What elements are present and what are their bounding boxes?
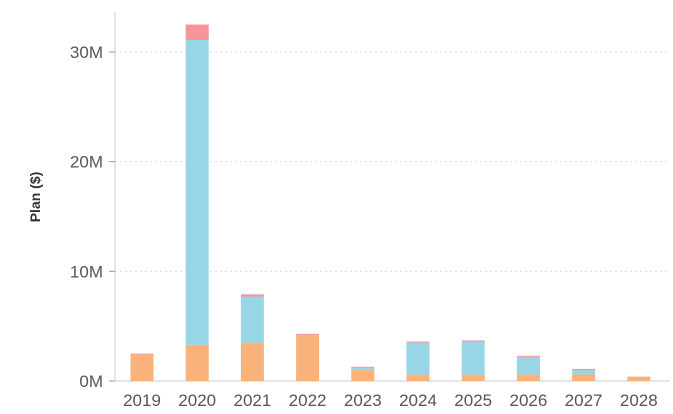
x-tick-label: 2019: [123, 391, 161, 410]
bar-segment-2023-0[interactable]: [351, 370, 375, 381]
bars: [130, 24, 651, 381]
bar-segment-2019-2[interactable]: [130, 353, 154, 355]
x-tick-label: 2020: [178, 391, 216, 410]
bar-segment-2025-2[interactable]: [461, 340, 485, 342]
x-tick-labels: 2019 2020 2021 2022 2023 2024 2025 2026 2027 2028: [123, 391, 658, 410]
x-tick-label: 2023: [344, 391, 382, 410]
bar-segment-2027-2[interactable]: [572, 368, 596, 371]
x-tick-label: 2022: [289, 391, 327, 410]
bar-segment-2028-0[interactable]: [627, 376, 651, 381]
bar-segment-2019-0[interactable]: [130, 354, 154, 381]
bar-segment-2026-2[interactable]: [516, 355, 540, 357]
bar-segment-2021-1[interactable]: [240, 296, 264, 343]
bar-segment-2027-1[interactable]: [572, 370, 596, 375]
bar-segment-2021-0[interactable]: [240, 342, 264, 381]
bar-segment-2027-0[interactable]: [572, 374, 596, 381]
bar-segment-2020-2[interactable]: [185, 24, 209, 40]
bar-segment-2022-0[interactable]: [296, 334, 320, 381]
bar-segment-2024-1[interactable]: [406, 342, 430, 375]
y-tick-label: 20M: [70, 153, 103, 172]
bar-segment-2022-2[interactable]: [296, 333, 320, 335]
y-axis-title: Plan ($): [27, 172, 43, 223]
bar-segment-2023-2[interactable]: [351, 366, 375, 368]
bar-segment-2023-1[interactable]: [351, 367, 375, 371]
x-tick-label: 2024: [399, 391, 437, 410]
bar-segment-2024-2[interactable]: [406, 341, 430, 343]
x-tick-label: 2028: [620, 391, 658, 410]
bar-segment-2026-0[interactable]: [516, 374, 540, 381]
bar-segment-2020-1[interactable]: [185, 39, 209, 345]
x-tick-label: 2021: [233, 391, 271, 410]
y-tick-label: 30M: [70, 43, 103, 62]
y-tick-label: 10M: [70, 262, 103, 281]
bar-segment-2025-0[interactable]: [461, 374, 485, 381]
bar-segment-2025-1[interactable]: [461, 341, 485, 375]
bar-segment-2024-0[interactable]: [406, 374, 430, 381]
x-tick-label: 2025: [454, 391, 492, 410]
x-tick-label: 2027: [565, 391, 603, 410]
bar-segment-2021-2[interactable]: [240, 294, 264, 297]
bar-segment-2020-0[interactable]: [185, 344, 209, 381]
y-tick-labels: 0M 10M 20M 30M: [70, 43, 115, 391]
x-tick-label: 2026: [509, 391, 547, 410]
y-tick-label: 0M: [79, 372, 103, 391]
bar-segment-2026-1[interactable]: [516, 356, 540, 375]
